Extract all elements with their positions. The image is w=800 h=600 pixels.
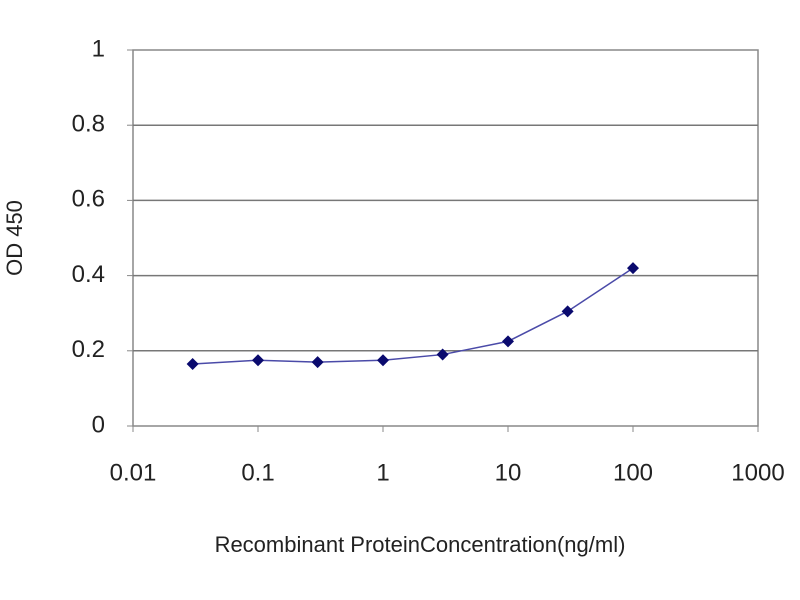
x-tick-label: 10 [495,459,522,486]
x-tick-label: 0.01 [110,459,157,486]
data-point [627,262,639,275]
data-line [192,267,634,365]
x-tick-label: 100 [613,459,653,486]
x-axis-title: Recombinant ProteinConcentration(ng/ml) [215,532,626,557]
y-tick-label: 0.8 [72,111,105,138]
data-point [186,357,199,370]
plot-area [132,49,759,427]
y-axis-title: OD 450 [2,200,27,276]
x-tick-label: 1000 [731,459,784,486]
y-tick-label: 0.6 [72,186,105,213]
data-point [561,305,574,318]
y-tick-label: 1 [92,35,105,62]
data-point [377,354,389,367]
data-point [436,348,449,361]
data-point [252,354,264,367]
x-tick-label: 1 [376,459,389,486]
y-tick-label: 0.4 [72,261,105,288]
data-point [502,335,514,348]
x-tick-label: 0.1 [241,459,274,486]
y-tick-label: 0.2 [72,336,105,363]
data-point [311,356,324,369]
y-tick-label: 0 [92,411,105,438]
